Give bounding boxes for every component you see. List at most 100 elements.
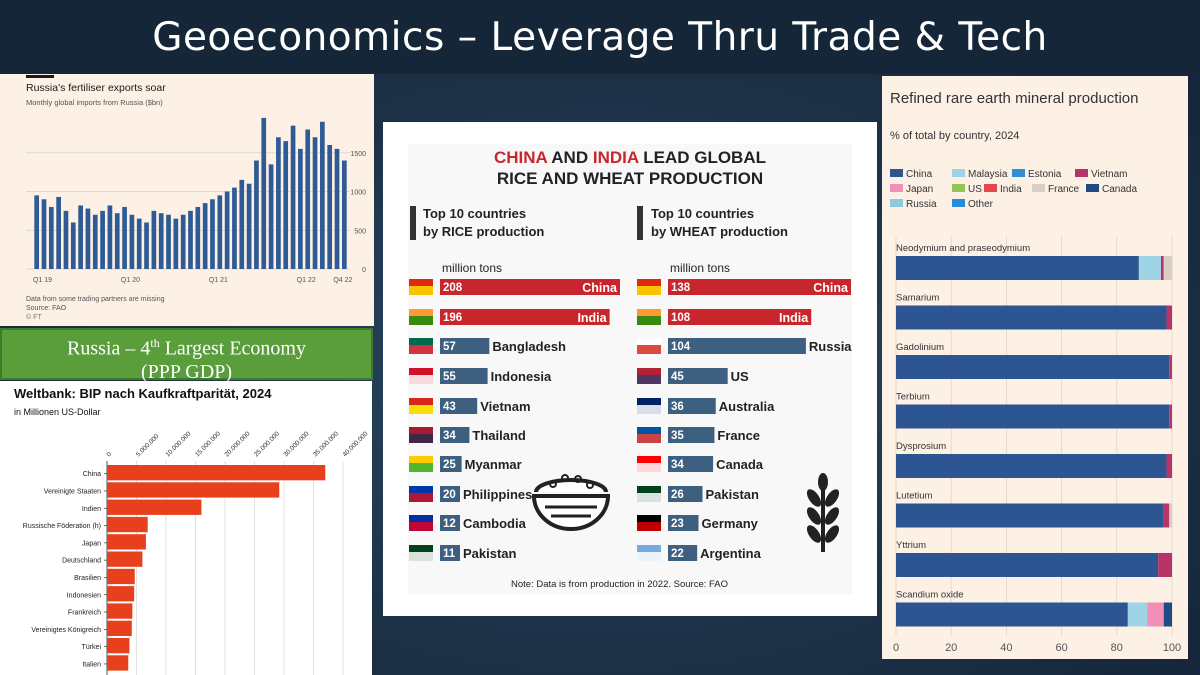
production-value: 104 bbox=[671, 341, 691, 353]
rice-wheat-panel: CHINA AND INDIA LEAD GLOBAL RICE AND WHE… bbox=[383, 122, 877, 616]
country-label: Myanmar bbox=[465, 457, 522, 472]
gdp-country-label: Türkei bbox=[82, 644, 102, 651]
fertiliser-ytick-label: 1500 bbox=[350, 151, 366, 158]
country-label: Germany bbox=[702, 516, 759, 531]
re-category-label: Yttrium bbox=[896, 540, 926, 551]
gdp-bar bbox=[107, 465, 326, 481]
fertiliser-bar bbox=[246, 183, 252, 269]
svg-text:Japan: Japan bbox=[906, 184, 933, 195]
gdp-xtick-label: 10.000.000 bbox=[164, 430, 192, 458]
flag-icon-india bbox=[409, 309, 433, 325]
production-value: 208 bbox=[443, 282, 463, 294]
country-label: Indonesia bbox=[491, 369, 552, 384]
flag-icon-myanmar bbox=[409, 456, 433, 472]
flag-icon-china bbox=[637, 279, 661, 295]
wheat-header-line1: Top 10 countries bbox=[651, 206, 754, 221]
country-label: Vietnam bbox=[480, 399, 530, 414]
production-bar-china bbox=[668, 279, 851, 295]
rice-wheat-title-line2: RICE AND WHEAT PRODUCTION bbox=[497, 169, 763, 188]
rice-header-marker bbox=[410, 206, 416, 240]
re-bar-segment-vietnam bbox=[1169, 355, 1172, 379]
re-bar-segment-china bbox=[896, 305, 1167, 330]
fertiliser-bar bbox=[56, 196, 61, 269]
rice-unit-label: million tons bbox=[442, 261, 502, 275]
re-bar-segment-china bbox=[896, 602, 1128, 627]
fertiliser-bar bbox=[107, 205, 113, 269]
production-value: 11 bbox=[443, 548, 456, 560]
production-bar-australia bbox=[668, 398, 716, 414]
production-value: 196 bbox=[443, 312, 462, 324]
re-bar-segment-vietnam bbox=[1166, 454, 1172, 478]
wheat-header-marker bbox=[637, 206, 643, 240]
gdp-bar bbox=[107, 620, 132, 636]
flag-icon-china bbox=[409, 279, 433, 295]
flag-icon-cambodia bbox=[409, 515, 433, 531]
ft-accent-bar bbox=[26, 75, 54, 78]
fertiliser-bar bbox=[195, 207, 201, 269]
flag-icon-argentina bbox=[637, 545, 661, 561]
gdp-subtitle: in Millionen US-Dollar bbox=[14, 407, 101, 417]
production-value: 12 bbox=[443, 518, 456, 530]
fertiliser-bar bbox=[327, 145, 333, 269]
wheat-unit-label: million tons bbox=[670, 261, 730, 275]
re-xtick-label: 80 bbox=[1111, 642, 1123, 654]
rice-wheat-note: Note: Data is from production in 2022. S… bbox=[511, 579, 728, 590]
re-xtick-label: 20 bbox=[945, 642, 957, 654]
svg-text:Other: Other bbox=[968, 199, 994, 210]
rice-header-line1: Top 10 countries bbox=[423, 206, 526, 221]
country-label: Argentina bbox=[700, 546, 761, 561]
flag-icon-thailand bbox=[409, 427, 433, 443]
fertiliser-bar bbox=[305, 129, 311, 269]
gdp-bar bbox=[107, 603, 133, 619]
production-bar-cambodia bbox=[440, 515, 460, 531]
flag-icon-pakistan bbox=[637, 486, 661, 502]
fertiliser-bar bbox=[180, 214, 186, 269]
production-value: 36 bbox=[671, 401, 684, 413]
production-bar-russia bbox=[668, 338, 806, 354]
country-label: Pakistan bbox=[705, 487, 759, 502]
svg-text:Canada: Canada bbox=[1102, 184, 1137, 195]
gdp-bar bbox=[107, 482, 280, 498]
gdp-xtick-label: 40.000.000 bbox=[341, 430, 369, 458]
fertiliser-bar bbox=[283, 141, 289, 269]
gdp-ppp-panel: Weltbank: BIP nach Kaufkraftparität, 202… bbox=[0, 381, 372, 675]
rice-wheat-chart: CHINA AND INDIA LEAD GLOBAL RICE AND WHE… bbox=[409, 148, 852, 590]
re-category-label: Scandium oxide bbox=[896, 590, 964, 601]
flag-icon-india bbox=[637, 309, 661, 325]
re-bar-segment-malaysia bbox=[1127, 602, 1148, 627]
fertiliser-bar bbox=[312, 137, 318, 269]
fertiliser-bar bbox=[158, 213, 164, 269]
re-category-label: Samarium bbox=[896, 293, 939, 304]
russia-banner-line2: (PPP GDP) bbox=[141, 360, 232, 383]
slide-title-bar: Geoeconomics – Leverage Thru Trade & Tec… bbox=[0, 0, 1200, 74]
re-bar-segment-malaysia bbox=[1138, 256, 1161, 280]
slide-title: Geoeconomics – Leverage Thru Trade & Tec… bbox=[152, 14, 1048, 60]
country-label: Russia bbox=[809, 339, 852, 354]
re-xtick-label: 100 bbox=[1163, 642, 1181, 654]
gdp-country-label: Japan bbox=[82, 540, 101, 547]
gdp-xtick-label: 0 bbox=[105, 451, 113, 459]
production-bar-bangladesh bbox=[440, 338, 490, 354]
wheat-icon bbox=[806, 473, 840, 552]
gdp-bar bbox=[107, 655, 129, 671]
fertiliser-source: Source: FAO bbox=[26, 305, 67, 312]
fertiliser-bar bbox=[254, 160, 259, 269]
re-category-label: Dysprosium bbox=[896, 441, 946, 452]
production-bar-myanmar bbox=[440, 456, 462, 472]
fertiliser-bar bbox=[41, 199, 47, 269]
flag-icon-canada bbox=[637, 456, 661, 472]
gdp-ppp-chart: Weltbank: BIP nach Kaufkraftparität, 202… bbox=[14, 386, 370, 675]
re-bar-segment-china bbox=[896, 553, 1159, 577]
gdp-country-label: Deutschland bbox=[62, 558, 101, 565]
fertiliser-bar bbox=[239, 179, 245, 269]
svg-text:France: France bbox=[1048, 184, 1080, 195]
fertiliser-bar bbox=[217, 195, 223, 269]
fertiliser-subtitle: Monthly global imports from Russia ($bn) bbox=[26, 98, 163, 107]
production-value: 57 bbox=[443, 341, 456, 353]
fertiliser-bar bbox=[166, 214, 171, 269]
fertiliser-bar bbox=[34, 195, 40, 269]
fertiliser-bar bbox=[210, 199, 215, 269]
gdp-bar bbox=[107, 568, 135, 585]
flag-icon-us bbox=[637, 368, 661, 384]
svg-text:China: China bbox=[906, 169, 933, 180]
